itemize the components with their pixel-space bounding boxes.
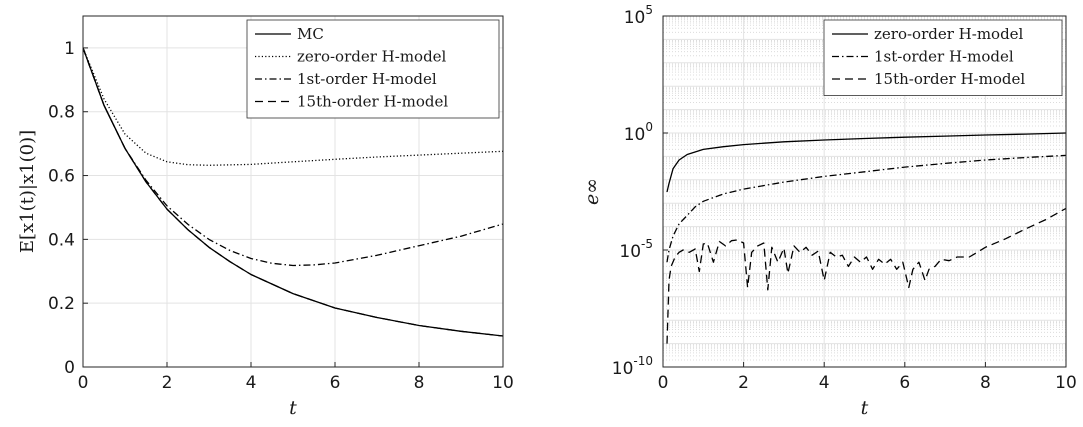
y-tick-base: 10 <box>624 125 646 145</box>
x-tick-label: 2 <box>738 373 749 393</box>
axes-box <box>662 15 1067 368</box>
x-tick-label: 6 <box>330 373 341 393</box>
x-tick-label: 2 <box>162 373 173 393</box>
legend-label: 1st-order H-model <box>874 48 1014 66</box>
legend-label: 15th-order H-model <box>297 93 448 111</box>
y-tick-label: 0.4 <box>48 230 75 250</box>
x-tick-label: 0 <box>658 373 669 393</box>
y-axis-label: E[x1(t)|x1(0)] <box>17 130 38 253</box>
x-tick-label: 0 <box>78 373 89 393</box>
x-tick-label: 10 <box>1055 373 1077 393</box>
x-axis-label: t <box>861 397 869 419</box>
y-tick-label: 0 <box>64 358 75 378</box>
series-line-15th-order-h-model <box>83 47 503 337</box>
series-line-zero-order-h-model <box>666 132 1066 193</box>
y-tick-base: 10 <box>624 8 646 28</box>
y-tick-exponent: -5 <box>641 237 653 251</box>
y-tick-label: 10-5 <box>619 237 653 262</box>
y-tick-label: 100 <box>624 120 653 145</box>
axes-box <box>82 15 504 368</box>
y-tick-label: 0.2 <box>48 294 75 314</box>
x-axis-label: t <box>289 397 297 419</box>
x-tick-label: 10 <box>492 373 514 393</box>
y-tick-label: 105 <box>624 3 653 28</box>
legend-box <box>823 19 1063 96</box>
legend: zero-order H-model 1st-order H-model 15th-… <box>823 19 1063 96</box>
y-tick-label: 10-10 <box>612 354 653 379</box>
y-tick-exponent: 5 <box>645 3 653 17</box>
series-line-1st-order-h-model <box>666 154 1066 263</box>
y-tick-label: 1 <box>64 39 75 59</box>
legend-label: zero-order H-model <box>874 25 1024 43</box>
x-tick-label: 8 <box>414 373 425 393</box>
y-axis-label: e∞ <box>581 178 603 205</box>
legend-label: 15th-order H-model <box>874 70 1025 88</box>
series-group <box>666 132 1066 344</box>
y-tick-label: 0.6 <box>48 167 75 187</box>
x-tick-label: 8 <box>980 373 991 393</box>
series-line-15th-order-h-model <box>666 207 1066 344</box>
legend: MC zero-order H-model 1st-order H-model 15t… <box>246 19 500 119</box>
x-tick-label: 4 <box>819 373 830 393</box>
y-tick-base: 10 <box>612 359 634 379</box>
x-tick-label: 4 <box>246 373 257 393</box>
y-tick-label: 0.8 <box>48 103 75 123</box>
y-tick-exponent: -10 <box>633 354 653 368</box>
legend-label: zero-order H-model <box>297 48 447 66</box>
x-tick-label: 6 <box>899 373 910 393</box>
legend-label: MC <box>297 25 324 43</box>
y-tick-exponent: 0 <box>645 120 653 134</box>
series-group <box>83 47 503 337</box>
y-tick-base: 10 <box>619 242 641 262</box>
left-chart-panel: 0 2 4 6 8 10 0 0.2 0.4 0.6 0.8 1 t E[x1(t)|x1(0)] MC ze… <box>17 15 514 419</box>
legend-label: 1st-order H-model <box>297 70 437 88</box>
